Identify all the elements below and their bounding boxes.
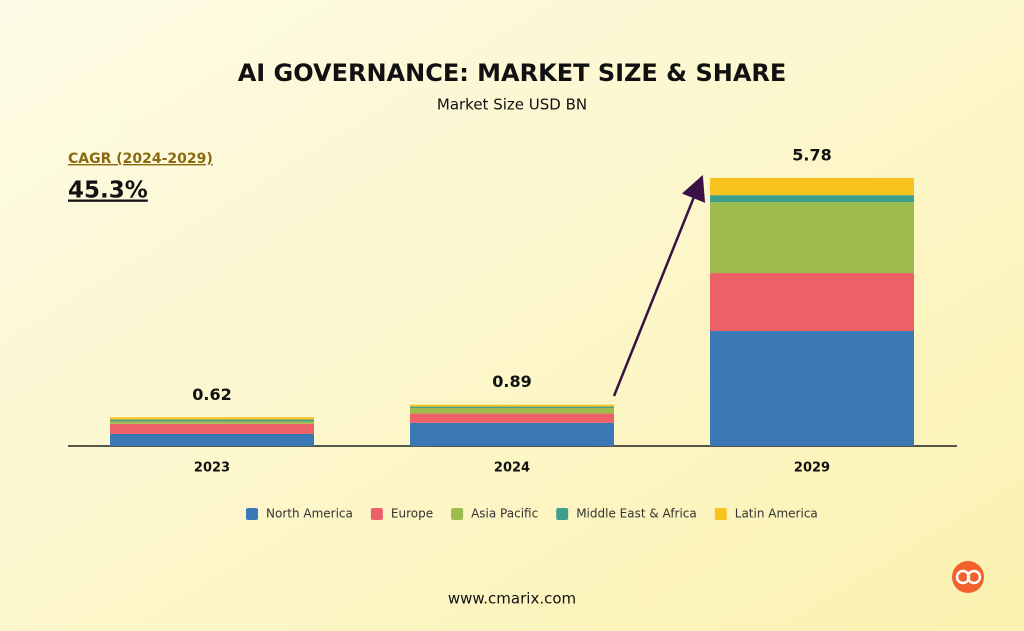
bar-segment: [410, 407, 614, 414]
total-label: 0.89: [492, 372, 531, 391]
legend-label: Europe: [391, 507, 433, 521]
bar-segment: [410, 422, 614, 446]
legend-swatch: [370, 508, 383, 520]
chart-subtitle: Market Size USD BN: [437, 96, 587, 114]
chart-title: AI GOVERNANCE: MARKET SIZE & SHARE: [238, 59, 787, 87]
x-tick-label: 2024: [494, 461, 530, 476]
logo: [952, 561, 984, 593]
total-label: 5.78: [792, 146, 831, 165]
legend-swatch: [714, 508, 727, 520]
bar-segment: [110, 433, 314, 446]
cagr-value: 45.3%: [68, 178, 148, 204]
bar-segment: [710, 273, 914, 332]
legend-label: Asia Pacific: [471, 507, 538, 521]
total-label: 0.62: [192, 385, 231, 404]
bar-segment: [710, 202, 914, 274]
legend-label: Middle East & Africa: [576, 507, 697, 521]
bar-segment: [110, 417, 314, 420]
legend-swatch: [451, 508, 464, 520]
legend-label: Latin America: [735, 507, 818, 521]
legend-swatch: [246, 508, 258, 520]
footer: www.cmarix.com: [448, 590, 576, 608]
x-tick-label: 2029: [794, 461, 830, 476]
bar-segment: [110, 423, 314, 434]
bar-segment: [410, 406, 614, 408]
x-tick-label: 2023: [194, 461, 230, 476]
bar-segment: [710, 195, 914, 203]
bar-segment: [410, 413, 614, 423]
bar-segment: [110, 421, 314, 424]
bar-segment: [110, 419, 314, 422]
bar-segment: [410, 404, 614, 407]
cagr-label: CAGR (2024-2029): [68, 151, 213, 167]
bar-segment: [710, 178, 914, 196]
growth-arrow: [612, 175, 706, 397]
bar-segment: [710, 331, 914, 446]
legend-swatch: [556, 508, 569, 520]
legend-label: North America: [266, 507, 353, 521]
